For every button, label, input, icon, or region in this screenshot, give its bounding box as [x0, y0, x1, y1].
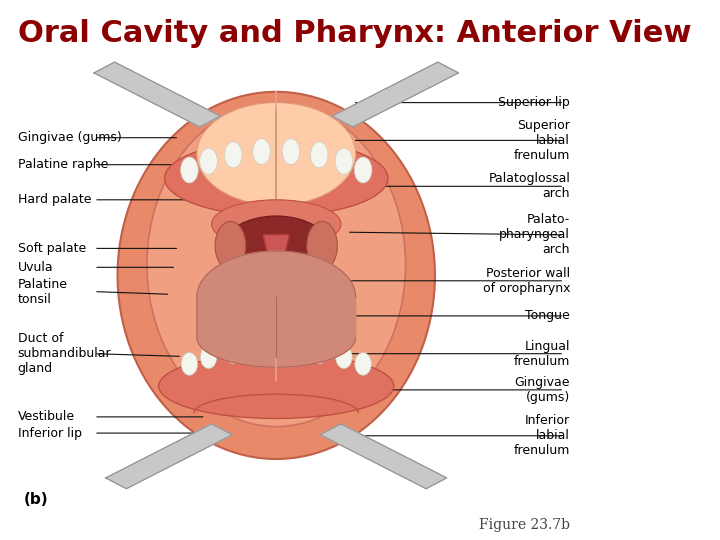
- Ellipse shape: [165, 140, 388, 216]
- Ellipse shape: [253, 339, 270, 361]
- Ellipse shape: [307, 221, 338, 270]
- Ellipse shape: [283, 339, 300, 361]
- Ellipse shape: [200, 346, 217, 368]
- Ellipse shape: [181, 157, 198, 183]
- Ellipse shape: [336, 346, 352, 368]
- Polygon shape: [197, 251, 356, 367]
- Ellipse shape: [282, 139, 300, 165]
- Text: Palato-
pharyngeal
arch: Palato- pharyngeal arch: [499, 213, 570, 256]
- Text: Soft palate: Soft palate: [17, 242, 86, 255]
- Text: Vestibule: Vestibule: [17, 410, 75, 423]
- Text: Lingual
frenulum: Lingual frenulum: [514, 340, 570, 368]
- Ellipse shape: [335, 148, 353, 174]
- Ellipse shape: [181, 353, 197, 375]
- Polygon shape: [94, 62, 220, 127]
- Text: Uvula: Uvula: [17, 261, 53, 274]
- Polygon shape: [332, 62, 459, 127]
- Text: Duct of
submandibular
gland: Duct of submandibular gland: [17, 332, 112, 375]
- Ellipse shape: [354, 157, 372, 183]
- Ellipse shape: [117, 92, 435, 459]
- Ellipse shape: [197, 103, 356, 205]
- Text: Palatine raphe: Palatine raphe: [17, 158, 108, 171]
- Ellipse shape: [355, 353, 372, 375]
- Ellipse shape: [253, 139, 270, 165]
- Ellipse shape: [225, 341, 241, 363]
- Ellipse shape: [212, 200, 341, 248]
- Text: Superior lip: Superior lip: [498, 96, 570, 109]
- Ellipse shape: [311, 341, 328, 363]
- Ellipse shape: [199, 148, 217, 174]
- Text: Figure 23.7b: Figure 23.7b: [479, 518, 570, 532]
- Text: Posterior wall
of oropharynx: Posterior wall of oropharynx: [482, 267, 570, 295]
- Text: Oral Cavity and Pharynx: Anterior View: Oral Cavity and Pharynx: Anterior View: [17, 19, 691, 48]
- Ellipse shape: [225, 142, 242, 168]
- Text: Inferior
labial
frenulum: Inferior labial frenulum: [514, 414, 570, 457]
- Text: Inferior lip: Inferior lip: [17, 427, 81, 440]
- Text: Gingivae (gums): Gingivae (gums): [17, 131, 122, 144]
- Polygon shape: [106, 424, 232, 489]
- Ellipse shape: [147, 103, 405, 427]
- Ellipse shape: [220, 216, 332, 286]
- Text: Tongue: Tongue: [526, 309, 570, 322]
- Text: Palatoglossal
arch: Palatoglossal arch: [488, 172, 570, 200]
- Text: Gingivae
(gums): Gingivae (gums): [515, 376, 570, 404]
- Text: Superior
labial
frenulum: Superior labial frenulum: [514, 119, 570, 162]
- Text: (b): (b): [24, 491, 48, 507]
- Polygon shape: [264, 235, 289, 270]
- Ellipse shape: [310, 142, 328, 168]
- Text: Palatine
tonsil: Palatine tonsil: [17, 278, 68, 306]
- Ellipse shape: [158, 354, 394, 418]
- Text: Hard palate: Hard palate: [17, 193, 91, 206]
- Ellipse shape: [215, 221, 246, 270]
- Polygon shape: [320, 424, 446, 489]
